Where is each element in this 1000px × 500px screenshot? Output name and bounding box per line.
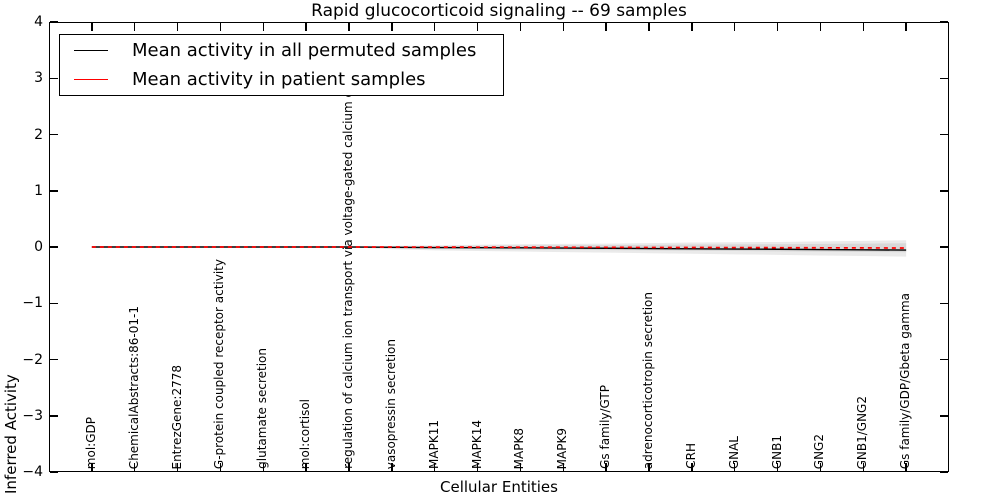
- x-tick-label: mol:GDP: [83, 416, 98, 469]
- y-tick-label: 2: [34, 126, 43, 143]
- y-tick-label: −2: [22, 351, 43, 368]
- y-tick-mark-right: [940, 415, 948, 417]
- x-tick-mark-top: [262, 23, 265, 31]
- x-tick-mark-top: [348, 23, 350, 31]
- x-tick-label: MAPK9: [555, 427, 570, 469]
- x-tick-mark-bottom: [476, 463, 479, 471]
- x-tick-label: MAPK11: [426, 420, 441, 469]
- x-tick-mark-bottom: [305, 463, 307, 471]
- y-tick-label: 1: [34, 182, 43, 199]
- x-tick-mark-top: [133, 23, 136, 31]
- x-tick-mark-top: [519, 23, 522, 31]
- x-tick-label: CRH: [683, 443, 698, 469]
- y-tick-mark-left: [50, 133, 58, 136]
- x-tick-mark-bottom: [519, 463, 522, 471]
- x-tick-mark-top: [733, 23, 736, 31]
- x-tick-mark-top: [219, 23, 222, 31]
- legend-line-patient-icon: [74, 79, 108, 81]
- x-tick-mark-top: [176, 23, 179, 31]
- x-tick-mark-top: [819, 23, 822, 31]
- x-tick-label: GNAL: [726, 435, 741, 469]
- x-tick-mark-top: [91, 23, 93, 31]
- x-tick-label: MAPK8: [512, 427, 527, 469]
- x-tick-mark-bottom: [433, 463, 436, 471]
- x-tick-mark-top: [648, 23, 650, 31]
- x-tick-mark-bottom: [91, 463, 93, 471]
- x-tick-label: GNB1: [769, 434, 784, 469]
- y-tick-label: 3: [34, 70, 43, 87]
- y-tick-mark-right: [940, 302, 948, 304]
- x-tick-label: glutamate secretion: [255, 348, 270, 469]
- x-tick-mark-top: [776, 23, 779, 31]
- y-tick-mark-left: [50, 302, 58, 304]
- x-tick-mark-top: [605, 23, 607, 31]
- legend-entry-patient: Mean activity in patient samples: [60, 66, 503, 94]
- x-tick-label: GNG2: [812, 433, 827, 469]
- x-tick-label: G-protein coupled receptor activity: [212, 258, 227, 469]
- x-tick-mark-bottom: [219, 463, 222, 471]
- y-tick-mark-left: [50, 21, 58, 23]
- x-tick-label: Gs family/GTP: [598, 385, 613, 469]
- legend-line-permuted-icon: [74, 49, 108, 51]
- x-tick-mark-bottom: [133, 463, 136, 471]
- x-tick-mark-bottom: [605, 463, 607, 471]
- x-tick-mark-bottom: [391, 463, 393, 471]
- y-tick-label: 4: [34, 14, 43, 30]
- x-tick-label: ChemicalAbstracts:86-01-1: [126, 305, 141, 469]
- y-tick-mark-left: [50, 471, 58, 473]
- x-tick-mark-top: [562, 23, 565, 31]
- x-tick-label: vasopressin secretion: [383, 338, 398, 469]
- x-tick-mark-top: [905, 23, 907, 31]
- x-tick-label: GNB1/GNG2: [855, 395, 870, 469]
- y-tick-mark-right: [940, 471, 948, 473]
- y-tick-mark-right: [940, 21, 948, 23]
- x-tick-label: MAPK14: [469, 420, 484, 469]
- x-tick-mark-bottom: [905, 463, 907, 471]
- legend-entry-permuted: Mean activity in all permuted samples: [60, 36, 503, 64]
- legend: Mean activity in all permuted samples Me…: [59, 34, 504, 96]
- x-tick-label: Gs family/GDP/Gbeta gamma: [898, 292, 913, 469]
- y-tick-mark-left: [50, 246, 58, 248]
- x-tick-mark-bottom: [862, 463, 865, 471]
- x-axis-label: Cellular Entities: [440, 478, 558, 496]
- legend-label-permuted: Mean activity in all permuted samples: [132, 39, 477, 61]
- x-tick-mark-bottom: [819, 463, 822, 471]
- y-tick-mark-left: [50, 358, 58, 361]
- x-tick-mark-top: [391, 23, 393, 31]
- x-tick-mark-bottom: [562, 463, 565, 471]
- x-tick-mark-bottom: [348, 463, 350, 471]
- x-tick-mark-bottom: [691, 463, 693, 471]
- y-tick-mark-right: [940, 133, 948, 136]
- x-tick-mark-bottom: [176, 463, 179, 471]
- legend-label-patient: Mean activity in patient samples: [132, 69, 426, 91]
- x-tick-mark-top: [476, 23, 479, 31]
- y-tick-mark-right: [940, 190, 948, 192]
- y-tick-label: 0: [34, 239, 43, 255]
- y-tick-mark-right: [940, 358, 948, 361]
- x-tick-mark-top: [862, 23, 865, 31]
- x-tick-mark-top: [305, 23, 307, 31]
- x-tick-label: EntrezGene:2778: [169, 364, 184, 470]
- y-tick-mark-left: [50, 190, 58, 192]
- x-tick-mark-bottom: [776, 463, 779, 471]
- x-tick-mark-top: [691, 23, 693, 31]
- y-tick-mark-right: [940, 77, 948, 79]
- x-tick-label: mol:cortisol: [298, 398, 313, 469]
- y-tick-mark-left: [50, 415, 58, 417]
- y-tick-label: −3: [22, 407, 43, 424]
- x-tick-mark-bottom: [733, 463, 736, 471]
- y-tick-mark-left: [50, 77, 58, 79]
- x-tick-mark-top: [433, 23, 436, 31]
- x-tick-mark-bottom: [262, 463, 265, 471]
- chart-title: Rapid glucocorticoid signaling -- 69 sam…: [311, 1, 687, 21]
- x-tick-label: regulation of calcium ion transport via …: [341, 50, 355, 469]
- y-tick-mark-right: [940, 246, 948, 248]
- y-tick-label: −1: [22, 295, 43, 312]
- x-tick-label: adrenocorticotropin secretion: [641, 291, 655, 469]
- y-tick-label: −4: [22, 464, 43, 480]
- x-tick-mark-bottom: [648, 463, 650, 471]
